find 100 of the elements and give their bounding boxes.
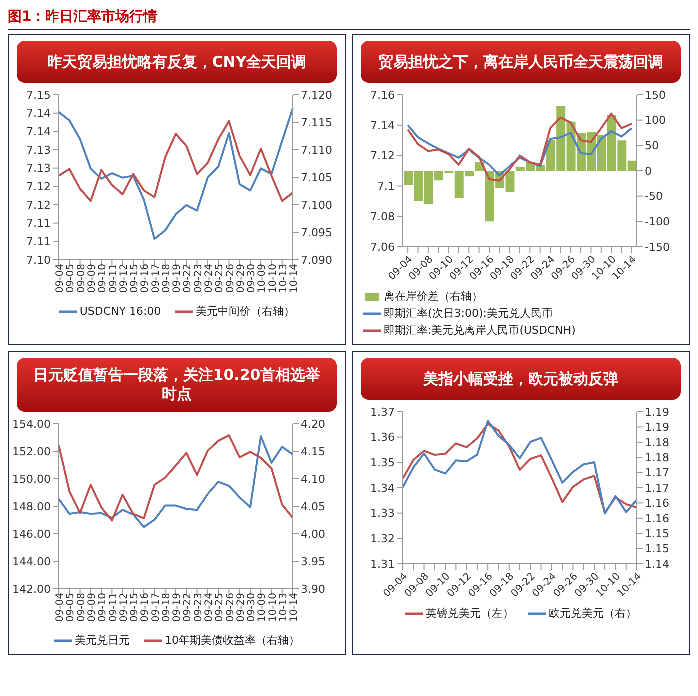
x-tick-label: 09-09: [87, 593, 98, 622]
x-tick-label: 09-25: [214, 593, 226, 622]
x-tick-label: 09-12: [118, 593, 130, 622]
y2-tick-label: 3.95: [301, 555, 326, 568]
y2-tick-label: 1.15: [645, 528, 670, 541]
legend-label: 即期汇率(次日3:00):美元兑人民币: [383, 306, 553, 321]
y-tick-label: 142.00: [12, 582, 51, 596]
x-tick-label: 09-24: [204, 593, 216, 622]
legend-label: 即期汇率:美元兑离岸人民币(USDCNH): [383, 323, 576, 338]
x-tick-label: 09-26: [225, 264, 236, 294]
y2-tick-label: -100: [645, 216, 670, 229]
x-tick-label: 09-05: [66, 264, 77, 294]
y2-tick-label: 4.05: [301, 500, 326, 514]
y2-tick-label: 150: [645, 88, 666, 102]
x-tick-label: 09-16: [140, 593, 152, 622]
y2-tick-label: 1.17: [645, 466, 670, 480]
x-tick-label: 09-29: [236, 264, 247, 294]
y2-tick-label: 1.17: [645, 482, 670, 495]
y2-tick-label: 4.15: [301, 445, 326, 458]
x-tick-label: 10-10: [268, 593, 279, 622]
x-tick-label: 09-16: [140, 264, 152, 294]
line-series: [407, 124, 633, 177]
x-tick-label: 09-11: [108, 264, 120, 294]
x-tick-label: 09-08: [76, 593, 88, 622]
legend-label: 美元兑日元: [74, 633, 130, 648]
x-tick-label: 10-10: [268, 264, 279, 294]
y-tick-label: 7.12: [26, 198, 51, 212]
y-tick-label: 7.12: [26, 180, 51, 194]
y-tick-label: 7.16: [370, 88, 395, 102]
y-tick-label: 7.08: [370, 210, 395, 224]
y-tick-label: 1.32: [370, 532, 395, 546]
y-tick-label: 150.00: [12, 472, 51, 486]
y-tick-label: 7.12: [370, 150, 395, 163]
chart-title: 美指小幅受挫，欧元被动反弹: [361, 358, 681, 400]
chart-title: 日元贬值暂告一段落，关注10.20首相选举时点: [17, 358, 337, 412]
x-tick-label: 09-22: [182, 264, 194, 294]
y2-tick-label: -50: [645, 190, 663, 204]
x-tick-label: 09-30: [246, 264, 258, 294]
y-tick-label: 7.10: [26, 254, 51, 267]
y2-tick-label: 7.110: [301, 144, 332, 157]
x-tick-label: 09-05: [66, 593, 77, 622]
x-tick-label: 09-11: [108, 593, 120, 622]
x-tick-label: 09-09: [87, 264, 98, 294]
x-tick-label: 09-04: [55, 593, 66, 622]
x-tick-label: 10-14: [289, 264, 300, 294]
y-tick-label: 7.14: [26, 107, 51, 120]
x-tick-label: 09-18: [161, 593, 172, 622]
y-tick-label: 1.31: [370, 558, 395, 571]
y2-tick-label: 7.105: [301, 171, 332, 184]
y-tick-label: 7.06: [370, 240, 395, 254]
y-tick-label: 152.00: [12, 445, 51, 458]
y2-tick-label: 7.095: [301, 226, 332, 240]
x-tick-label: 09-10: [98, 593, 109, 622]
x-tick-label: 09-19: [172, 264, 184, 294]
y-tick-label: 7.15: [26, 88, 51, 102]
x-tick-label: 09-04: [55, 264, 66, 294]
x-tick-label: 09-12: [118, 264, 130, 294]
x-tick-label: 10-13: [278, 264, 290, 294]
y-tick-label: 7.13: [26, 144, 51, 157]
y-tick-label: 1.35: [370, 456, 395, 470]
y2-tick-label: 1.19: [645, 421, 670, 434]
chart-title: 昨天贸易担忧略有反复，CNY全天回调: [17, 41, 337, 83]
x-tick-label: 09-10: [98, 264, 109, 294]
y-tick-label: 7.1: [378, 180, 395, 194]
y2-tick-label: 100: [645, 114, 666, 128]
x-tick-label: 10-09: [257, 593, 268, 622]
x-tick-label: 10-13: [278, 593, 290, 622]
y-tick-label: 7.14: [26, 126, 51, 139]
x-tick-label: 09-29: [236, 593, 247, 622]
y2-tick-label: 1.14: [645, 558, 670, 571]
y2-tick-label: 0: [645, 164, 652, 178]
x-tick-label: 10-09: [257, 264, 268, 294]
y-tick-label: 7.13: [26, 162, 51, 176]
legend-label: 美元中间价（右轴）: [195, 304, 296, 319]
x-tick-label: 09-25: [214, 264, 226, 294]
x-tick-label: 09-15: [130, 264, 141, 294]
y-tick-label: 7.11: [26, 236, 51, 249]
y-tick-label: 154.00: [12, 418, 51, 431]
y-tick-label: 1.33: [370, 507, 395, 520]
y-tick-label: 1.34: [370, 482, 395, 495]
y-tick-label: 146.00: [12, 528, 51, 541]
x-tick-label: 09-08: [76, 264, 88, 294]
y2-tick-label: 7.100: [301, 198, 332, 212]
y2-tick-label: 50: [645, 140, 659, 153]
y2-tick-label: 7.090: [301, 254, 332, 267]
y2-tick-label: 1.16: [645, 512, 670, 526]
y-tick-label: 1.37: [370, 406, 395, 419]
x-tick-label: 09-22: [182, 593, 194, 622]
caption: 图1：昨日汇率市场行情: [8, 8, 690, 30]
x-tick-label: 09-23: [193, 593, 204, 622]
legend-label: 离在岸价差（右轴）: [383, 289, 483, 304]
x-tick-label: 09-30: [246, 593, 258, 622]
y-tick-label: 1.36: [370, 431, 395, 444]
y2-tick-label: 4.00: [301, 528, 326, 541]
y-tick-label: 144.00: [12, 555, 51, 568]
chart-title: 贸易担忧之下，离在岸人民币全天震荡回调: [361, 41, 681, 83]
legend-label: 欧元兑美元（右）: [548, 606, 637, 621]
y-tick-label: 7.11: [26, 217, 51, 230]
y-tick-label: 7.14: [370, 119, 395, 132]
y2-tick-label: -150: [645, 240, 670, 254]
